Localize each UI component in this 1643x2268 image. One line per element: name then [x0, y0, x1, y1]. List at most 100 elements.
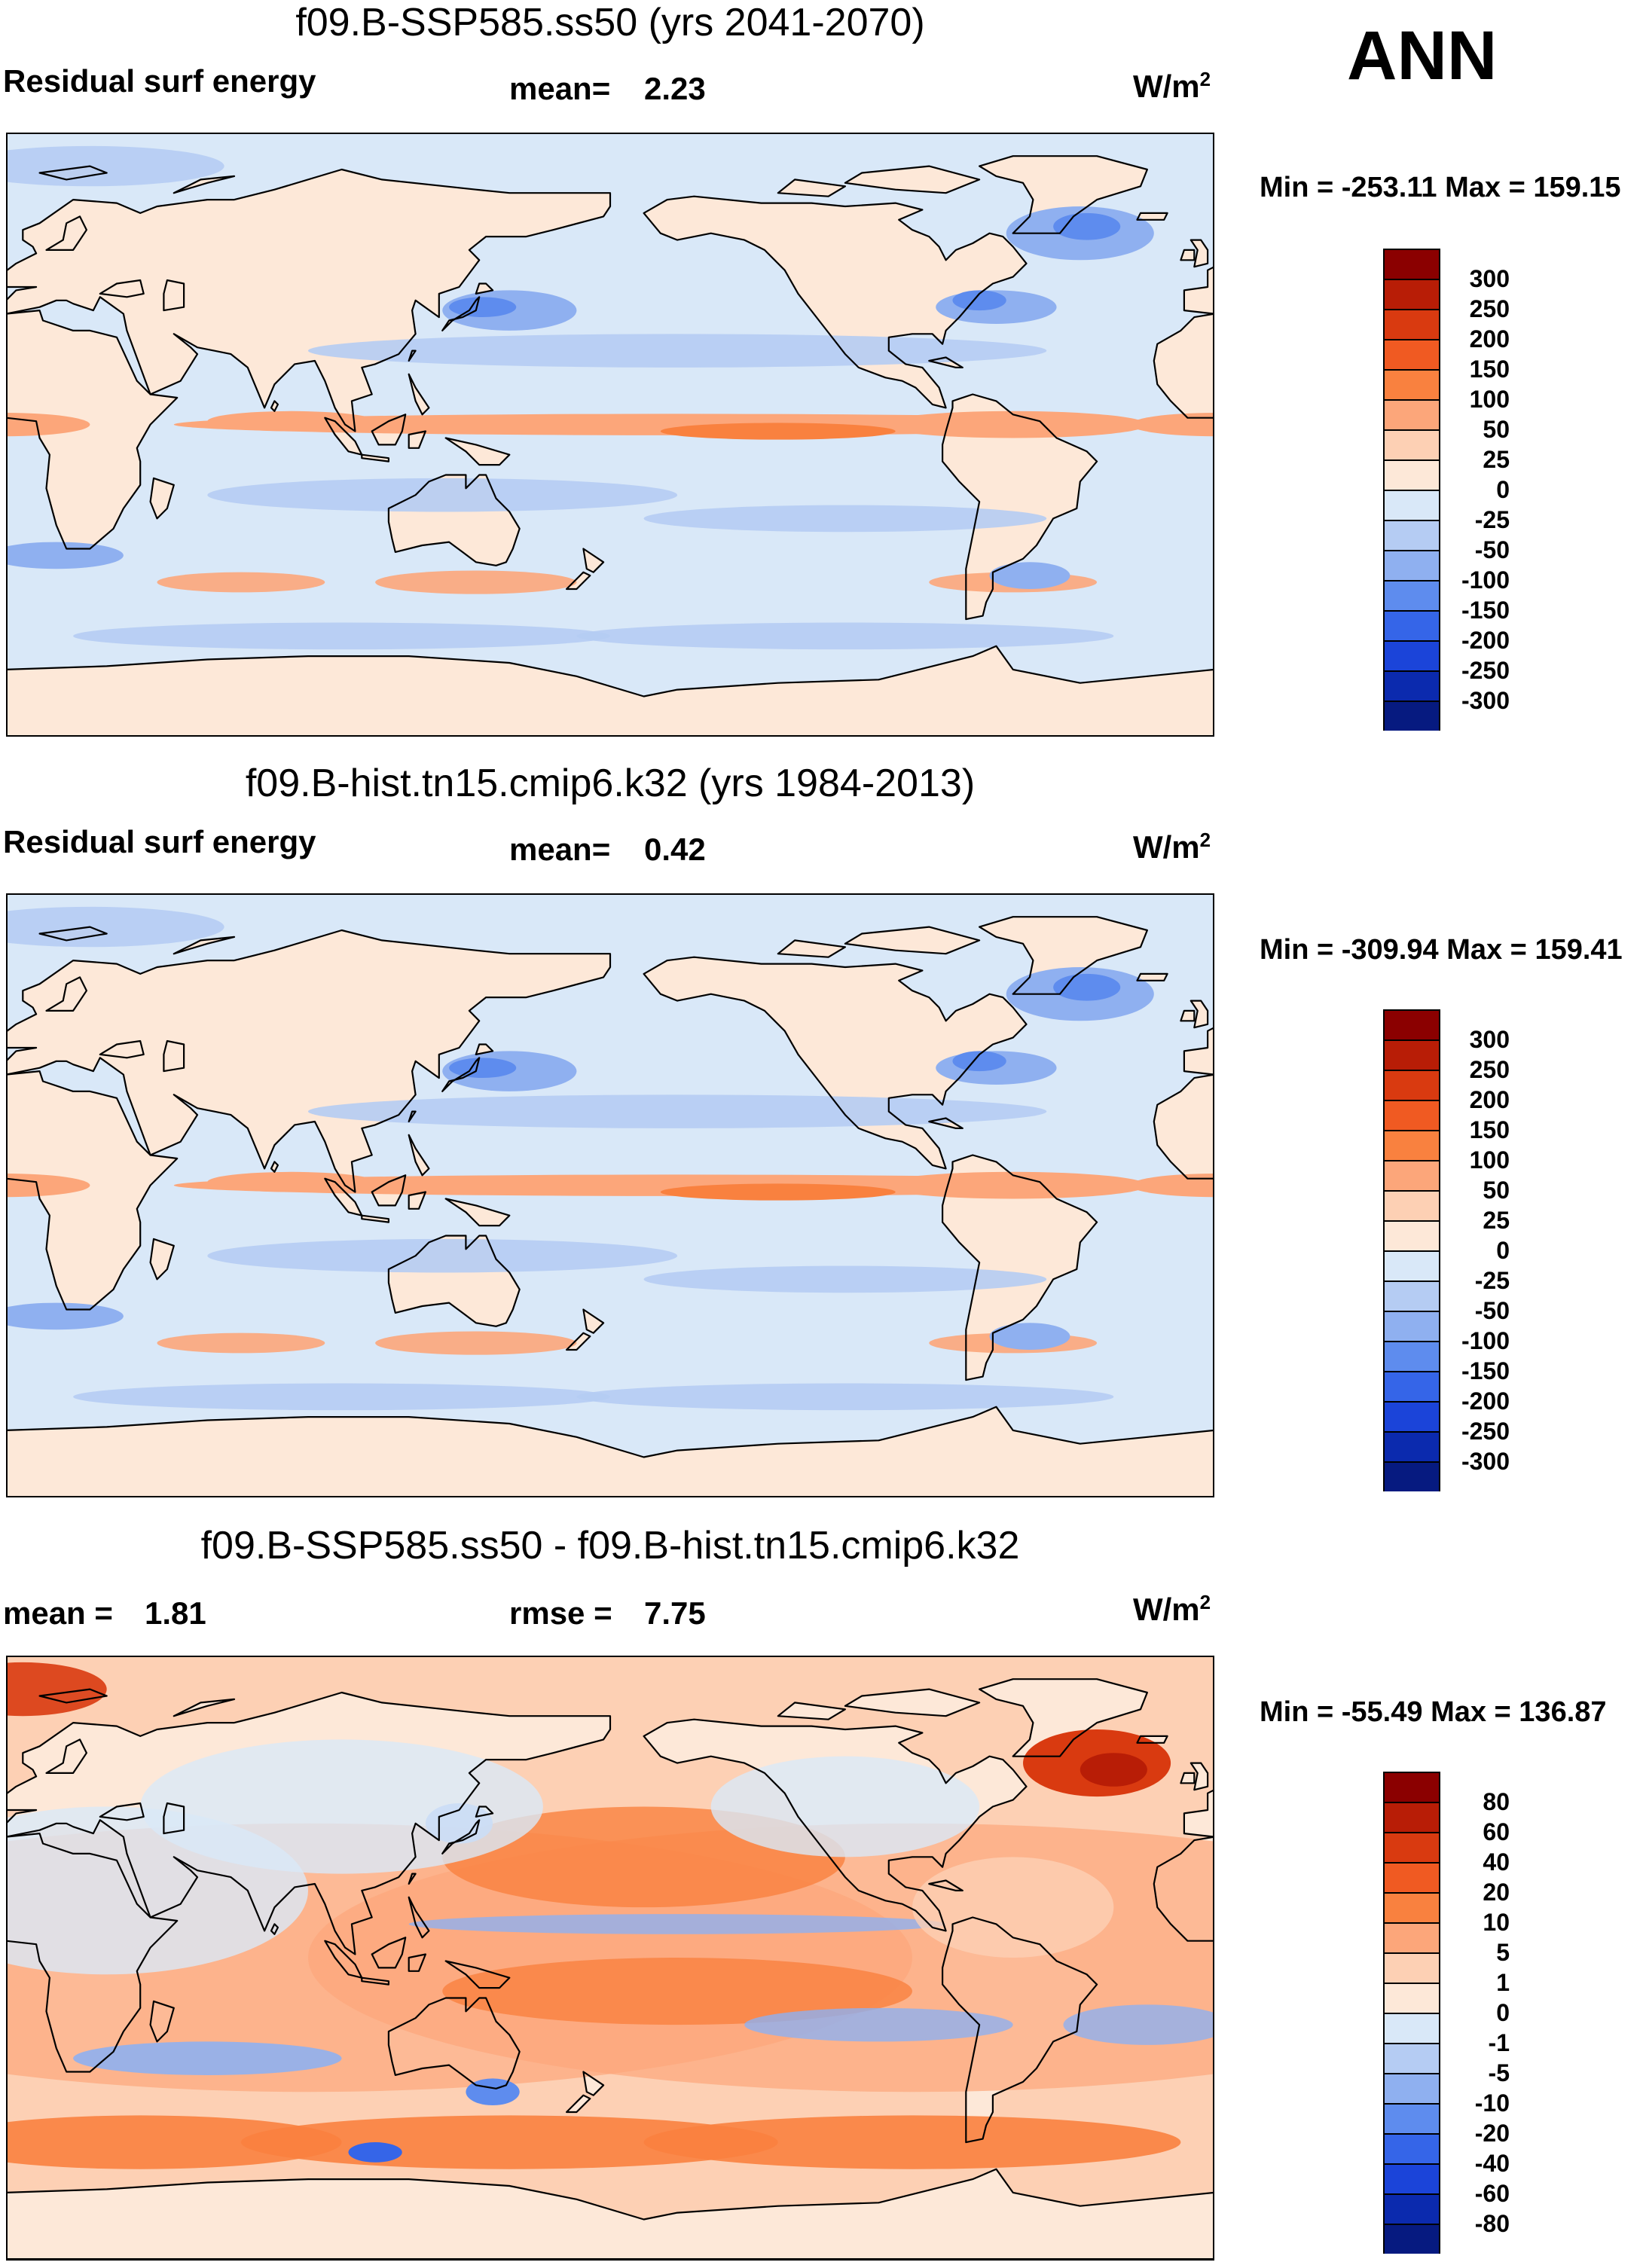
- colorbar-tick-label: 0: [1496, 1237, 1510, 1264]
- colorbar-tick-label: 150: [1470, 356, 1510, 383]
- field-blob: [660, 423, 896, 440]
- panel-0-units-exp: 2: [1199, 68, 1211, 90]
- colorbar-tick-label: 20: [1483, 1879, 1510, 1906]
- coastline: [1183, 1789, 1214, 1838]
- coastline: [1136, 1735, 1168, 1744]
- coastline: [45, 1738, 87, 1774]
- field-blob: [1053, 973, 1121, 1001]
- coastline: [582, 2071, 605, 2096]
- colorbar-swatch: [1383, 2163, 1440, 2195]
- colorbar-swatch: [1383, 1100, 1440, 1131]
- field-blob: [744, 2007, 1013, 2042]
- coastline: [566, 571, 591, 591]
- coastline: [928, 1879, 964, 1891]
- coastline: [149, 1238, 175, 1281]
- coastline: [475, 1806, 494, 1818]
- colorbar-swatch: [1383, 610, 1440, 642]
- colorbar-swatch: [1383, 1922, 1440, 1954]
- coastline: [408, 1134, 430, 1177]
- land-fill: [475, 1044, 493, 1055]
- panel-0-center-label: mean=: [509, 71, 611, 106]
- coastline: [6, 1833, 179, 2073]
- coastline: [1189, 1000, 1209, 1029]
- coastline: [942, 393, 1098, 621]
- colorbar-swatch: [1383, 339, 1440, 371]
- colorbar-swatch: [1383, 1431, 1440, 1463]
- colorbar-swatch: [1383, 2103, 1440, 2135]
- coastline: [408, 1873, 417, 1885]
- coastline: [582, 1308, 605, 1334]
- field-blob: [1080, 1753, 1147, 1787]
- coastline: [979, 155, 1148, 234]
- land-fill: [1183, 1790, 1214, 1837]
- coastline: [45, 215, 87, 251]
- panel-2-min-value: -55.49: [1341, 1696, 1423, 1728]
- coastline: [844, 926, 981, 955]
- panel-1-units-exp: 2: [1199, 829, 1211, 851]
- panel-2-left-label: mean =: [3, 1595, 113, 1631]
- season-label: ANN: [1347, 17, 1498, 94]
- coastline: [387, 474, 521, 566]
- field-blob: [576, 622, 1114, 650]
- panel-0-units-base: W/m: [1133, 69, 1200, 104]
- coastline: [371, 414, 407, 446]
- field-blob: [6, 145, 224, 187]
- field-blob: [710, 1756, 980, 1857]
- field-blob: [1130, 413, 1214, 437]
- colorbar-swatch: [1383, 1401, 1440, 1433]
- field-layer: [6, 1662, 1214, 2169]
- coastline: [173, 936, 236, 955]
- coastline: [361, 453, 389, 462]
- land-fill: [979, 1679, 1147, 1757]
- coastline: [441, 1819, 481, 1854]
- coastline: [1183, 266, 1214, 315]
- panel-2-units-base: W/m: [1133, 1592, 1200, 1627]
- colorbar-swatch: [1383, 1070, 1440, 1101]
- colorbar-tick-label: 300: [1470, 1026, 1510, 1053]
- colorbar-swatch: [1383, 309, 1440, 340]
- coastline: [444, 1198, 511, 1227]
- land-fill: [6, 1071, 178, 1310]
- field-layer: [6, 906, 1214, 1411]
- land-fill: [942, 394, 1098, 620]
- colorbar-tick-label: -100: [1461, 566, 1510, 594]
- colorbar-tick-label: 200: [1470, 325, 1510, 353]
- field-blob: [643, 505, 1047, 533]
- coastline: [942, 1916, 1098, 2144]
- coastline: [99, 279, 145, 298]
- colorbar-swatch: [1383, 1772, 1440, 1803]
- colorbar-swatch: [1383, 1952, 1440, 1984]
- colorbar-swatch: [1383, 249, 1440, 280]
- coastline: [38, 1688, 108, 1704]
- colorbar-swatch: [1383, 550, 1440, 581]
- coastline: [844, 1688, 981, 1717]
- colorbar-swatch: [1383, 1862, 1440, 1894]
- land-fill: [844, 926, 980, 954]
- colorbar-swatch: [1383, 1281, 1440, 1312]
- field-blob: [442, 1958, 912, 2025]
- panel-1-max-value: 159.41: [1535, 934, 1623, 966]
- coastline: [6, 929, 612, 1193]
- coastline: [582, 548, 605, 573]
- colorbar-tick-label: 25: [1483, 1207, 1510, 1234]
- coastline: [173, 175, 236, 194]
- colorbar-tick-label: -200: [1461, 1387, 1510, 1415]
- colorbar-tick-label: 10: [1483, 1909, 1510, 1936]
- field-blob: [6, 1662, 107, 1717]
- panel-0-map: [6, 133, 1214, 737]
- colorbar-tick-label: 60: [1483, 1818, 1510, 1845]
- panel-2-units-exp: 2: [1199, 1591, 1211, 1613]
- land-fill: [6, 2169, 1214, 2260]
- colorbar-tick-label: 0: [1496, 1999, 1510, 2026]
- colorbar-tick-label: 250: [1470, 295, 1510, 322]
- coastline: [1189, 239, 1209, 268]
- panel-1-left-label: Residual surf energy: [3, 824, 316, 859]
- colorbar-swatch: [1383, 701, 1440, 731]
- colorbar-swatch: [1383, 1802, 1440, 1833]
- land-fill: [643, 957, 1027, 1169]
- land-fill: [6, 310, 178, 549]
- land-fill: [566, 2095, 591, 2112]
- coastline: [6, 2168, 1214, 2261]
- coastline: [1153, 1836, 1214, 1942]
- field-layer: [6, 145, 1214, 650]
